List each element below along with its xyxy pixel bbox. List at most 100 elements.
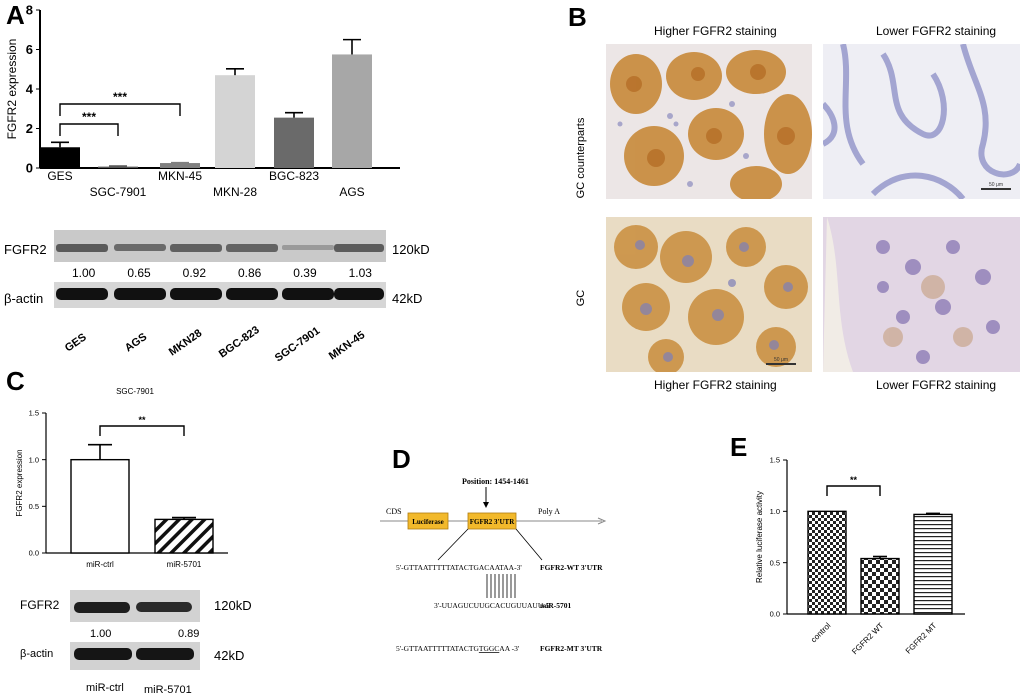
chart-a-significance-bracket [59, 103, 181, 116]
chart-e-bar [860, 557, 900, 615]
wb-a-band-fgfr2-lane-6 [334, 244, 384, 252]
wb-a-row-label-actin: β-actin [4, 291, 44, 306]
chart-c-y-tick-label: 0.5 [29, 502, 39, 511]
wb-a-lane-2: AGS [123, 331, 149, 355]
chart-a-x-tick-label: SGC-7901 [90, 185, 147, 199]
wb-a-band-actin-lane-1 [56, 288, 108, 300]
wb-c-lane-1: miR-ctrl [86, 682, 124, 694]
wb-c-quant-2: 0.89 [178, 628, 200, 640]
wb-a-lane-labels: GES AGS MKN28 BGC-823 SGC-7901 MKN-45 [63, 324, 367, 365]
wb-a-lane-6: MKN-45 [327, 329, 367, 362]
chart-a-y-tick-label: 4 [26, 82, 34, 97]
chart-a-y-tick-label: 8 [26, 3, 33, 18]
diagram-d-binding-site: Position: 1454-1461 CDS Poly A Luciferas… [380, 477, 607, 653]
wb-c-kd-actin: 42kD [214, 648, 245, 663]
diagram-d-luciferase-box [407, 512, 449, 530]
ihc-row-label-gc: GC [575, 290, 587, 307]
wb-a-band-fgfr2-lane-3 [170, 244, 222, 252]
panel-label-b: B [568, 2, 587, 32]
chart-a-bar [98, 166, 138, 168]
wb-c-band-fgfr2-lane-1 [74, 602, 130, 613]
chart-a-significance-bracket [59, 123, 119, 136]
diagram-d-position-arrow [483, 502, 489, 508]
chart-c-title: SGC-7901 [116, 387, 154, 396]
chart-e-significance-label: ** [850, 475, 858, 485]
diagram-d-utr-box [467, 512, 517, 530]
ihc-scale-bar-1: 50 μm [989, 182, 1003, 188]
wb-a-quant-row: 1.00 0.65 0.92 0.86 0.39 1.03 [56, 266, 388, 280]
panel-label-e: E [730, 432, 748, 462]
wb-a-band-actin-lane-6 [334, 288, 384, 300]
chart-e-y-axis-label: Relative luciferase activity [755, 491, 764, 583]
chart-a-y-tick-label: 0 [26, 161, 33, 176]
chart-a-significance-label: *** [82, 110, 96, 124]
ihc-image-counterparts-lower: 50 μm [823, 44, 1020, 199]
western-blot-c: FGFR2 β-actin 120kD 42kD 1.00 0.89 miR-c… [0, 584, 300, 699]
chart-c-bar [154, 518, 214, 554]
chart-a-fgfr2-cell-lines: 0 2 4 6 8 FGFR2 expression GES SGC-7901 MKN-45 MK… [5, 3, 400, 199]
diagram-d-mt-sequence: 5'-GTTAATTTTTATACTGTGGCAA -3' [396, 644, 520, 653]
chart-e-y-tick-label: 0.0 [770, 610, 780, 619]
ihc-scale-bar-2: 50 μm [774, 357, 788, 363]
diagram-d-wt-sequence: 5'-GTTAATTTTTATACTGACAATAA-3' [396, 563, 522, 572]
chart-e-luciferase: 0.0 0.5 1.0 1.5 Relative luciferase activity… [755, 456, 965, 656]
diagram-d-cds: CDS [386, 507, 402, 516]
diagram-d-axis-arrow [597, 517, 607, 525]
diagram-d-mir-sequence: 3'-UUAGUCUUGCACUGUUAUU-5' [434, 601, 552, 610]
chart-a-bar [215, 75, 255, 168]
chart-a-bar [40, 147, 80, 168]
chart-a-x-tick-label: AGS [339, 185, 364, 199]
wb-a-quant-3: 0.92 [182, 266, 206, 280]
chart-e-x-tick-label: FGFR2 WT [850, 621, 885, 656]
wb-a-quant-1: 1.00 [71, 266, 96, 280]
chart-e-bar [913, 513, 953, 615]
panel-label-d: D [392, 444, 411, 474]
chart-a-significance-label: *** [113, 90, 127, 104]
chart-e-x-tick-label: control [809, 621, 833, 645]
diagram-d-luciferase-label: Luciferase [412, 518, 444, 526]
chart-c-x-tick-label: miR-5701 [167, 560, 202, 569]
chart-a-x-tick-label: GES [47, 169, 72, 183]
chart-e-x-tick-label: FGFR2 MT [904, 621, 939, 656]
wb-a-band-actin-lane-3 [170, 288, 222, 300]
wb-a-lane-5: SGC-7901 [273, 325, 322, 365]
wb-a-bands [54, 230, 386, 308]
wb-c-lane-2: miR-5701 [144, 684, 192, 696]
panel-b-ihc: Higher FGFR2 staining Lower FGFR2 staini… [575, 0, 1020, 400]
chart-c-y-tick-label: 1.5 [29, 409, 39, 418]
wb-a-row-label-fgfr2: FGFR2 [4, 242, 47, 257]
panel-label-a: A [6, 0, 25, 30]
chart-c-significance-bracket [99, 425, 185, 436]
panel-label-c: C [6, 366, 25, 396]
chart-e-significance-bracket [826, 485, 881, 496]
diagram-d-mt-label: FGFR2-MT 3'UTR [540, 644, 603, 653]
ihc-col-header-higher: Higher FGFR2 staining [654, 24, 777, 38]
chart-a-x-tick-label: MKN-28 [213, 185, 257, 199]
wb-a-lane-3: MKN28 [167, 327, 204, 358]
ihc-row-labels: GC counterparts GC [575, 117, 587, 307]
wb-a-band-fgfr2-lane-4 [226, 244, 278, 252]
wb-a-lane-4: BGC-823 [217, 324, 262, 360]
wb-c-band-actin-lane-1 [74, 648, 132, 660]
ihc-image-gc-higher: 50 μm [606, 217, 812, 372]
chart-a-bar [160, 163, 200, 168]
wb-a-band-actin-lane-5 [282, 288, 334, 300]
wb-a-lane-1: GES [63, 331, 89, 354]
wb-a-kd-actin: 42kD [392, 291, 423, 306]
wb-c-band-fgfr2-lane-2 [136, 602, 192, 612]
wb-a-quant-2: 0.65 [127, 266, 151, 280]
chart-a-bar [274, 117, 314, 168]
chart-a-x-tick-label: MKN-45 [158, 169, 202, 183]
wb-a-quant-5: 0.39 [293, 266, 317, 280]
western-blot-a: FGFR2 β-actin 120kD 42kD 1.00 0.65 0.92 … [0, 228, 430, 338]
chart-e-bar [807, 510, 847, 615]
chart-c-y-axis-label: FGFR2 expression [15, 449, 24, 516]
chart-a-y-tick-label: 2 [26, 121, 33, 136]
diagram-d-mir-label: miR-5701 [540, 601, 571, 610]
diagram-d-utr-label: FGFR2 3'UTR [470, 518, 515, 526]
chart-c-y-tick-label: 0.0 [29, 549, 39, 558]
chart-c-y-tick-label: 1.0 [29, 455, 39, 464]
diagram-d-position: Position: 1454-1461 [462, 477, 529, 486]
chart-c-mir5701: 0.0 0.5 1.0 1.5 FGFR2 expression SGC-7901 miR-… [15, 387, 228, 569]
wb-a-band-fgfr2-lane-2 [114, 244, 166, 251]
